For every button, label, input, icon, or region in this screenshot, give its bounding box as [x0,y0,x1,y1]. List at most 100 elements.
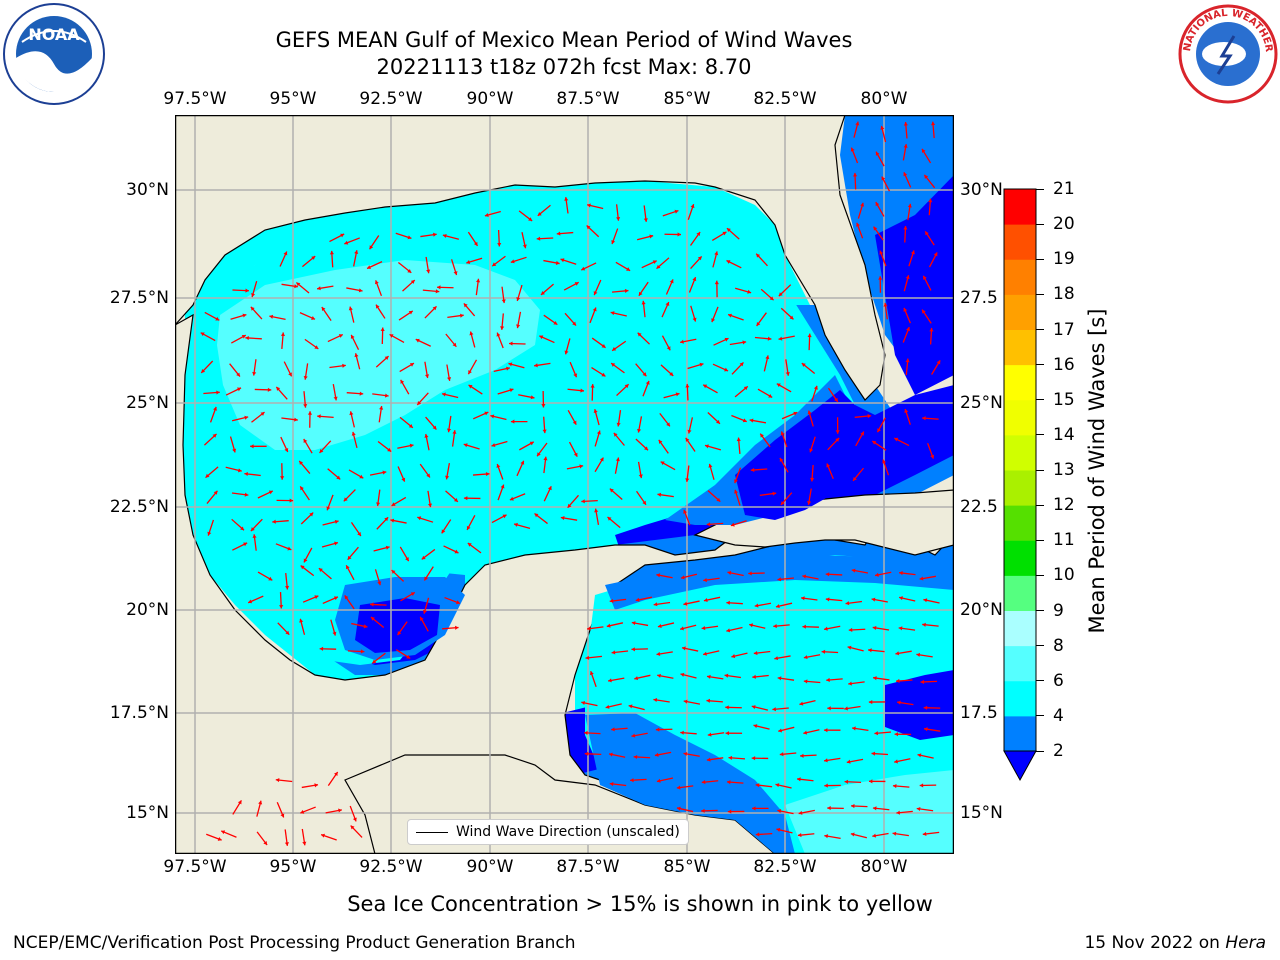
colorbar-tick-label: 8 [1053,635,1064,656]
wind-wave-arrowhead [587,626,591,631]
wind-wave-arrowhead [920,679,925,684]
wind-wave-arrowhead [924,174,929,179]
wind-wave-arrowhead [734,479,738,484]
colorbar-tick-mark [1036,258,1044,260]
wind-wave-arrowhead [847,645,852,650]
wind-wave-arrowhead [213,406,217,411]
wind-wave-arrowhead [834,397,838,402]
wind-wave-arrowhead [923,705,928,710]
wind-wave-arrowhead [613,432,618,437]
wind-wave-arrowhead [463,303,468,308]
lat-tick-right: 15°N [960,803,1003,823]
lon-tick-bottom: 90°W [466,857,514,877]
wind-wave-arrowhead [895,651,900,656]
wind-wave-arrowhead [853,172,858,177]
wind-wave-arrowhead [780,501,785,505]
wind-wave-arrowhead [237,387,242,392]
wind-wave-arrowhead [317,414,321,419]
wind-wave-arrowhead [641,300,646,305]
wind-wave-arrowhead [813,385,818,390]
wind-wave-arrowhead [896,810,900,815]
colorbar-tick-label: 21 [1053,179,1075,199]
wind-wave-arrowhead [756,321,761,326]
wind-wave-arrowhead [933,252,938,257]
wind-wave-arrowhead [779,457,784,462]
wind-wave-arrowhead [871,751,876,756]
wind-wave-arrowhead [311,256,316,260]
wind-wave-arrowhead [496,463,501,468]
wind-wave-arrowhead [252,534,257,538]
wind-wave-arrowhead [372,659,377,664]
wind-wave-arrowhead [775,604,780,609]
wind-wave-arrowhead [216,390,220,395]
wind-wave-arrows [200,121,941,846]
wind-wave-arrowhead [703,578,707,583]
wind-wave-arrowhead [697,256,702,261]
wind-wave-arrowhead [743,386,748,391]
colorbar-bin [1004,610,1036,647]
wind-wave-arrowhead [267,387,272,392]
lat-tick-right: 22.5 [960,497,998,517]
wind-wave-arrowhead [867,414,872,419]
wind-wave-arrowhead [683,601,688,606]
wind-wave-arrowhead [897,700,901,705]
wind-wave-arrowhead [734,489,739,494]
wind-wave-arrowhead [801,596,805,601]
lat-tick-left: 30°N [126,180,169,200]
wind-wave-arrowhead [354,250,359,254]
wind-wave-arrowhead [250,444,254,449]
wind-wave-arrowhead [904,409,909,413]
wind-wave-arrowhead [463,496,468,501]
wind-wave-arrowhead [799,701,804,706]
wind-wave-arrowhead [340,233,345,238]
wind-wave-arrowhead [609,781,614,787]
wind-wave-arrowhead [609,488,614,493]
caribbean-overlay-mid [605,555,954,610]
wind-wave-arrowhead [530,395,535,400]
wind-wave-arrowhead [809,448,814,453]
wind-wave-arrowhead [594,508,599,513]
wind-wave-arrowhead [581,499,585,504]
wind-wave-arrowhead [509,341,513,346]
wind-wave-arrowhead [666,422,670,427]
wind-wave-arrowhead [853,476,857,481]
wind-wave-arrowhead [634,676,639,681]
wind-wave-arrowhead [509,496,514,501]
wind-wave-arrowhead [850,803,855,809]
wind-wave-arrowhead [875,202,880,207]
lat-tick-right: 25°N [960,393,1003,413]
wind-wave-arrowhead [314,783,319,788]
lat-tick-right: 20°N [960,600,1003,620]
wind-wave-arrowhead [501,299,506,304]
wind-wave-arrowhead [756,253,761,258]
wind-wave-arrowhead [807,410,812,415]
colorbar-tick-mark [1036,329,1044,330]
wind-wave-arrowhead [827,706,831,711]
wind-wave-arrowhead [903,144,908,148]
wind-wave-arrowhead [605,704,610,709]
wind-wave-arrowhead [275,778,280,783]
wind-wave-arrowhead [879,250,884,255]
wind-wave-arrowhead [508,362,513,367]
wind-wave-arrowhead [359,391,364,396]
map-frame [175,115,954,854]
wind-wave-arrowhead [311,316,316,320]
atlantic-blue [875,175,954,395]
wind-wave-arrowhead [827,806,831,811]
map-legend: Wind Wave Direction (unscaled) [407,819,689,845]
wind-wave-arrowhead [874,731,879,736]
wind-wave-arrowhead [826,677,830,682]
wind-wave-arrowhead [492,262,497,267]
wind-wave-arrowhead [245,288,249,293]
wind-wave-arrowhead [681,646,686,651]
wind-wave-arrowhead [905,358,910,363]
run-date-text: 15 Nov 2022 on [1084,933,1226,953]
wind-wave-arrowhead [844,706,848,711]
wind-wave-arrowhead [207,531,212,536]
wind-wave-arrowhead [389,334,394,338]
colorbar-bin [1004,364,1036,401]
wind-wave-arrowhead [303,438,308,443]
wind-wave-arrowhead [252,371,257,376]
colorbar-bin [1004,434,1036,471]
wind-wave-arrowhead [468,370,472,375]
